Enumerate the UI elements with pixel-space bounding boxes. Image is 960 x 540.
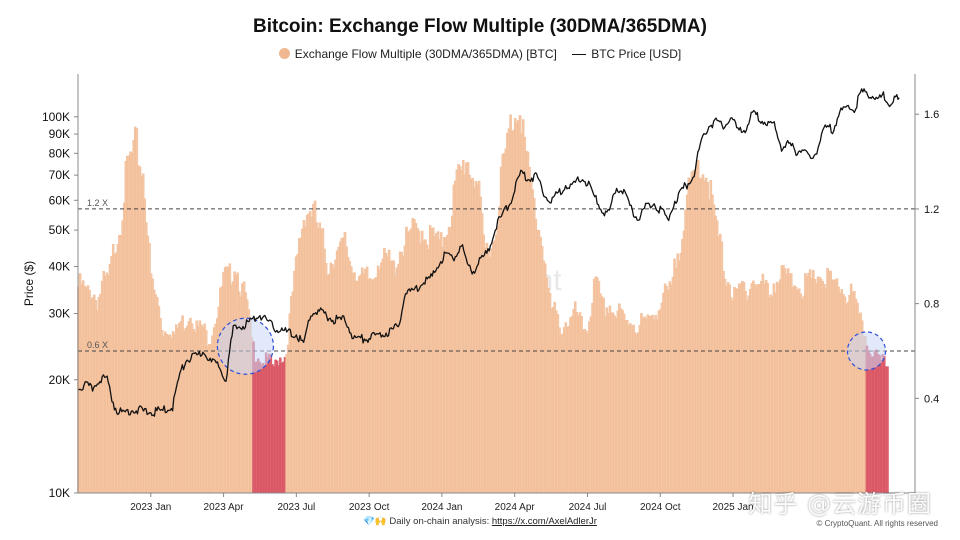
left-tick-label: 30K [49,307,70,321]
x-tick-label: 2023 Apr [204,502,245,513]
right-tick-label: 1.6 [924,109,939,121]
x-tick-label: 2023 Jan [130,502,171,513]
legend-item-bars[interactable]: Exchange Flow Multiple (30DMA/365DMA) [B… [278,46,557,61]
footer: 💎🙌 Daily on-chain analysis: https://x.co… [0,516,960,527]
left-tick-label: 50K [49,223,70,237]
btc-price-line [77,88,900,417]
legend: Exchange Flow Multiple (30DMA/365DMA) [B… [0,46,960,61]
flow-bar [886,366,889,494]
x-tick-label: 2023 Jul [277,502,315,513]
y-axis-label: Price ($) [22,261,36,306]
left-tick-label: 20K [49,373,70,387]
footer-text: Daily on-chain analysis: [389,516,490,527]
legend-bars-label: Exchange Flow Multiple (30DMA/365DMA) [B… [294,46,557,61]
threshold-label: 1.2 X [87,198,108,208]
left-tick-label: 70K [49,168,70,182]
legend-dot-icon [278,47,290,59]
legend-line-icon [572,53,587,55]
right-tick-label: 1.2 [924,204,939,216]
legend-line-label: BTC Price [USD] [591,46,682,61]
threshold-label: 0.6 X [87,340,108,350]
copyright: © CryptoQuant. All rights reserved [816,519,939,528]
x-tick-label: 2024 Jan [421,502,462,513]
x-tick-label: 2025 Jan [712,502,753,513]
left-tick-label: 10K [49,486,70,500]
chart-title: Bitcoin: Exchange Flow Multiple (30DMA/3… [253,16,707,37]
watermark-zh: 知乎 @云游币圈 [748,490,932,518]
right-tick-label: 0.8 [924,299,939,311]
x-tick-label: 2024 Jul [569,502,607,513]
legend-item-line[interactable]: BTC Price [USD] [572,47,681,61]
left-tick-label: 90K [49,127,70,141]
left-tick-label: 40K [49,260,70,274]
x-tick-label: 2024 Oct [640,502,681,513]
diamond-hands-icon: 💎🙌 [363,516,387,527]
x-tick-label: 2023 Oct [349,502,390,513]
x-tick-label: 2024 Apr [495,502,536,513]
left-tick-label: 60K [49,193,70,207]
highlight-circle [216,317,274,375]
footer-link[interactable]: https://x.com/AxelAdlerJr [491,516,597,527]
right-tick-label: 0.4 [924,393,939,405]
highlight-circle [846,331,887,371]
left-tick-label: 100K [42,110,70,124]
left-tick-label: 80K [49,146,70,160]
